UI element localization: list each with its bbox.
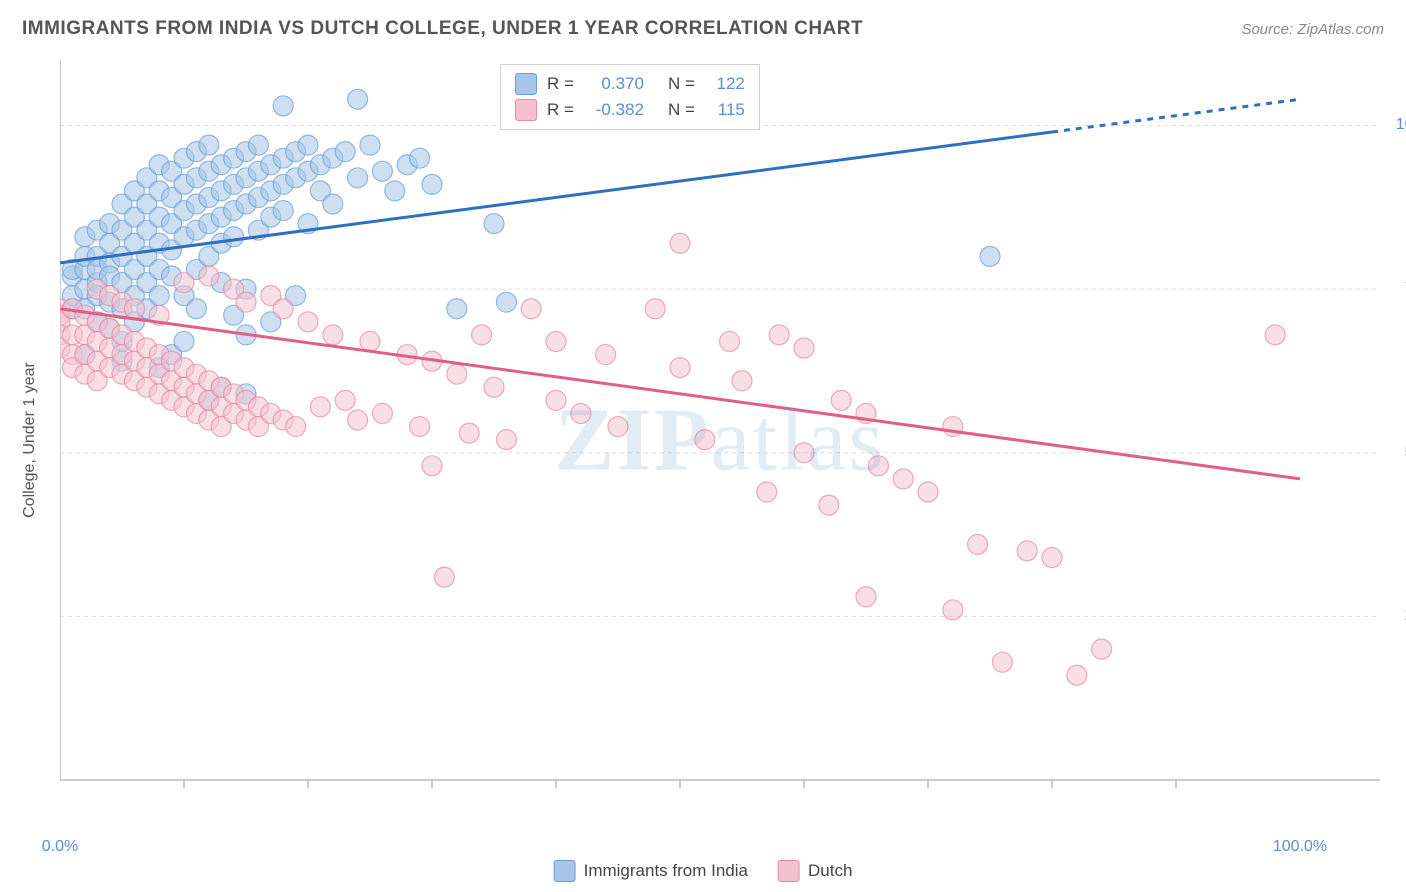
scatter-point — [546, 390, 566, 410]
scatter-point — [794, 443, 814, 463]
scatter-point — [484, 214, 504, 234]
scatter-point — [720, 331, 740, 351]
scatter-point — [348, 410, 368, 430]
scatter-point — [943, 600, 963, 620]
legend-r-value: 0.370 — [584, 74, 644, 94]
scatter-point — [769, 325, 789, 345]
scatter-point — [124, 299, 144, 319]
legend-item: Dutch — [778, 860, 852, 882]
legend-item: Immigrants from India — [554, 860, 748, 882]
legend-label: Immigrants from India — [584, 861, 748, 881]
scatter-point — [174, 331, 194, 351]
legend-n-value: 115 — [705, 100, 745, 120]
legend-swatch — [515, 99, 537, 121]
scatter-point — [893, 469, 913, 489]
scatter-point — [335, 390, 355, 410]
scatter-point — [472, 325, 492, 345]
correlation-legend: R =0.370 N =122R =-0.382 N =115 — [500, 64, 760, 130]
legend-label: Dutch — [808, 861, 852, 881]
scatter-point — [323, 325, 343, 345]
scatter-point — [645, 299, 665, 319]
scatter-point — [1067, 665, 1087, 685]
scatter-point — [856, 587, 876, 607]
scatter-point — [732, 371, 752, 391]
chart-source: Source: ZipAtlas.com — [1241, 21, 1384, 38]
scatter-point — [496, 292, 516, 312]
scatter-point — [819, 495, 839, 515]
scatter-point — [199, 135, 219, 155]
legend-row: R =-0.382 N =115 — [515, 97, 745, 123]
scatter-point — [186, 299, 206, 319]
scatter-point — [434, 567, 454, 587]
legend-swatch — [515, 73, 537, 95]
scatter-point — [298, 135, 318, 155]
scatter-point — [868, 456, 888, 476]
scatter-point — [273, 299, 293, 319]
x-tick-label: 0.0% — [42, 838, 78, 856]
scatter-point — [1092, 639, 1112, 659]
scatter-point — [310, 397, 330, 417]
scatter-point — [496, 430, 516, 450]
scatter-point — [360, 331, 380, 351]
scatter-point — [980, 246, 1000, 266]
scatter-point — [335, 142, 355, 162]
scatter-point — [248, 135, 268, 155]
legend-row: R =0.370 N =122 — [515, 71, 745, 97]
scatter-point — [348, 168, 368, 188]
y-axis-label: College, Under 1 year — [21, 362, 39, 518]
scatter-plot — [60, 60, 1380, 820]
scatter-point — [695, 430, 715, 450]
scatter-point — [422, 174, 442, 194]
scatter-point — [794, 338, 814, 358]
scatter-point — [298, 312, 318, 332]
scatter-point — [323, 194, 343, 214]
scatter-point — [236, 292, 256, 312]
scatter-point — [348, 89, 368, 109]
scatter-point — [410, 148, 430, 168]
scatter-point — [596, 345, 616, 365]
legend-r-value: -0.382 — [584, 100, 644, 120]
scatter-point — [149, 286, 169, 306]
x-tick-label: 100.0% — [1273, 838, 1327, 856]
scatter-point — [571, 403, 591, 423]
scatter-point — [1265, 325, 1285, 345]
scatter-point — [918, 482, 938, 502]
scatter-point — [447, 299, 467, 319]
legend-n-value: 122 — [705, 74, 745, 94]
scatter-point — [174, 273, 194, 293]
scatter-point — [273, 201, 293, 221]
scatter-point — [831, 390, 851, 410]
scatter-point — [992, 652, 1012, 672]
scatter-point — [521, 299, 541, 319]
scatter-point — [199, 266, 219, 286]
scatter-point — [372, 403, 392, 423]
scatter-point — [410, 417, 430, 437]
scatter-point — [224, 227, 244, 247]
y-tick-label: 100.0% — [1396, 116, 1406, 134]
scatter-point — [447, 364, 467, 384]
scatter-point — [459, 423, 479, 443]
scatter-point — [1042, 547, 1062, 567]
scatter-point — [372, 161, 392, 181]
scatter-point — [968, 534, 988, 554]
scatter-point — [286, 417, 306, 437]
scatter-point — [670, 358, 690, 378]
series-legend: Immigrants from India Dutch — [554, 860, 853, 882]
scatter-point — [546, 331, 566, 351]
scatter-point — [273, 96, 293, 116]
scatter-point — [757, 482, 777, 502]
scatter-point — [484, 377, 504, 397]
scatter-point — [422, 456, 442, 476]
scatter-point — [670, 233, 690, 253]
scatter-point — [608, 417, 628, 437]
trend-line-dashed — [1052, 99, 1300, 132]
legend-swatch — [554, 860, 576, 882]
scatter-point — [1017, 541, 1037, 561]
legend-swatch — [778, 860, 800, 882]
scatter-point — [385, 181, 405, 201]
chart-title: IMMIGRANTS FROM INDIA VS DUTCH COLLEGE, … — [22, 18, 863, 40]
chart-area: College, Under 1 year ZIPatlas R =0.370 … — [60, 60, 1380, 820]
scatter-point — [360, 135, 380, 155]
